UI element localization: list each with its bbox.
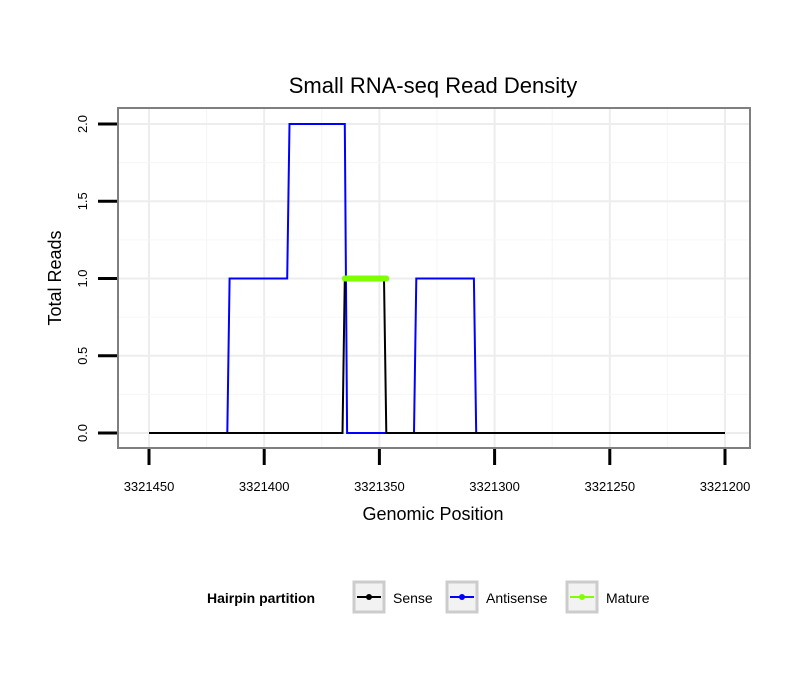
y-tick-label: 1.5: [75, 192, 90, 210]
x-tick-label: 3321250: [584, 479, 635, 494]
x-tick-label: 3321350: [354, 479, 405, 494]
y-tick-label: 0.5: [75, 347, 90, 365]
legend-key-point: [366, 594, 372, 600]
chart-title: Small RNA-seq Read Density: [289, 73, 578, 98]
plot-border: [117, 107, 751, 449]
series-layer: [149, 123, 725, 434]
legend-item-antisense: Antisense: [445, 580, 548, 614]
legend-label: Antisense: [486, 590, 548, 606]
grid-lines: [118, 108, 750, 448]
y-axis-title: Total Reads: [45, 230, 65, 325]
legend-item-mature: Mature: [565, 580, 650, 614]
legend-item-sense: Sense: [352, 580, 433, 614]
y-tick-label: 2.0: [75, 115, 90, 133]
x-tick-label: 3321400: [239, 479, 290, 494]
legend-label: Mature: [606, 590, 650, 606]
legend-title: Hairpin partition: [207, 590, 315, 606]
legend: Hairpin partition Sense Antisense Mature: [207, 580, 650, 614]
x-axis: 3321450 3321400 3321350 3321300 3321250 33212…: [124, 449, 751, 494]
legend-key-point: [459, 594, 465, 600]
legend-key-point: [579, 594, 585, 600]
x-tick-label: 3321450: [124, 479, 175, 494]
y-tick-label: 0.0: [75, 424, 90, 442]
x-tick-label: 3321200: [700, 479, 751, 494]
x-tick-label: 3321300: [469, 479, 520, 494]
y-axis: 0.0 0.5 1.0 1.5 2.0: [75, 115, 117, 442]
legend-label: Sense: [393, 590, 433, 606]
x-axis-title: Genomic Position: [362, 504, 503, 524]
y-tick-label: 1.0: [75, 269, 90, 287]
